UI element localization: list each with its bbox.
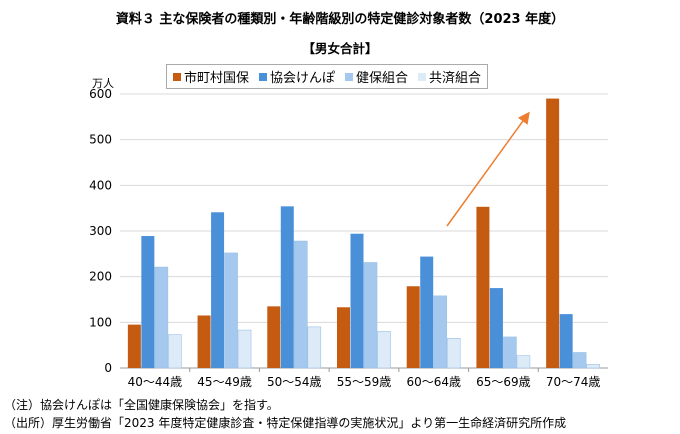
bar-0 bbox=[197, 315, 211, 368]
x-tick-label: 65～69歳 bbox=[476, 375, 531, 389]
x-tick-label: 60～64歳 bbox=[406, 375, 461, 389]
source: （出所）厚生労働省「2023 年度特定健康診査・特定保健指導の実施状況」より第一… bbox=[4, 416, 567, 430]
bar-1 bbox=[141, 236, 155, 368]
bar-1 bbox=[211, 212, 225, 368]
bar-3 bbox=[516, 355, 531, 369]
legend-item: 共済組合 bbox=[418, 67, 481, 86]
bar-2 bbox=[224, 252, 238, 369]
bar-2 bbox=[572, 352, 587, 369]
x-tick-label: 40～44歳 bbox=[128, 375, 183, 389]
bar-2 bbox=[363, 262, 378, 369]
bar-0 bbox=[476, 206, 490, 368]
y-axis-unit: 万人 bbox=[92, 77, 114, 90]
bar-3 bbox=[377, 331, 391, 369]
x-tick-label: 55～59歳 bbox=[337, 375, 392, 389]
y-tick-label: 0 bbox=[104, 361, 112, 375]
x-tick-label: 50～54歳 bbox=[267, 375, 322, 389]
y-tick-label: 300 bbox=[89, 224, 112, 238]
bar-1 bbox=[280, 206, 294, 368]
legend-swatch bbox=[259, 72, 268, 81]
bar-1 bbox=[489, 288, 503, 368]
note: （注）協会けんぽは「全国健康保険協会」を指す。 bbox=[4, 398, 279, 412]
bar-3 bbox=[237, 329, 252, 369]
bar-3 bbox=[307, 326, 322, 369]
bar-3 bbox=[168, 334, 182, 369]
bar-3 bbox=[446, 338, 461, 369]
y-tick-label: 200 bbox=[89, 270, 112, 284]
bar-1 bbox=[350, 233, 364, 368]
bar-0 bbox=[546, 98, 560, 369]
bar-0 bbox=[337, 307, 350, 368]
legend-item: 協会けんぽ bbox=[259, 67, 335, 86]
legend-label: 健保組合 bbox=[356, 71, 409, 86]
legend-item: 市町村国保 bbox=[173, 67, 249, 86]
legend-label: 協会けんぽ bbox=[270, 71, 336, 86]
bar-1 bbox=[420, 256, 434, 368]
bar-3 bbox=[586, 364, 600, 369]
legend-label: 市町村国保 bbox=[184, 71, 250, 86]
y-tick-label: 600 bbox=[89, 87, 112, 101]
legend-label: 共済組合 bbox=[429, 71, 482, 86]
legend: 市町村国保 協会けんぽ 健保組合 共済組合 bbox=[166, 64, 489, 89]
chart-title: 資料３ 主な保険者の種類別・年齢階級別の特定健診対象者数（2023 年度） bbox=[115, 12, 565, 27]
bar-0 bbox=[267, 306, 281, 368]
bar-0 bbox=[127, 324, 141, 368]
trend-arrow bbox=[446, 111, 530, 227]
legend-swatch bbox=[345, 72, 354, 81]
bar-1 bbox=[559, 314, 573, 368]
bar-2 bbox=[154, 266, 169, 369]
bar-2 bbox=[293, 240, 308, 369]
legend-item: 健保組合 bbox=[345, 67, 408, 86]
x-tick-label: 70～74歳 bbox=[546, 375, 601, 389]
y-tick-label: 100 bbox=[89, 315, 112, 329]
bar-2 bbox=[433, 295, 448, 369]
chart-subtitle: 【男女合計】 bbox=[302, 41, 378, 56]
y-tick-label: 400 bbox=[89, 178, 112, 192]
y-tick-label: 500 bbox=[89, 133, 112, 147]
x-tick-label: 45～49歳 bbox=[197, 375, 252, 389]
legend-swatch bbox=[418, 72, 427, 81]
bar-2 bbox=[503, 336, 517, 369]
bar-0 bbox=[406, 286, 420, 368]
legend-swatch bbox=[173, 72, 181, 81]
